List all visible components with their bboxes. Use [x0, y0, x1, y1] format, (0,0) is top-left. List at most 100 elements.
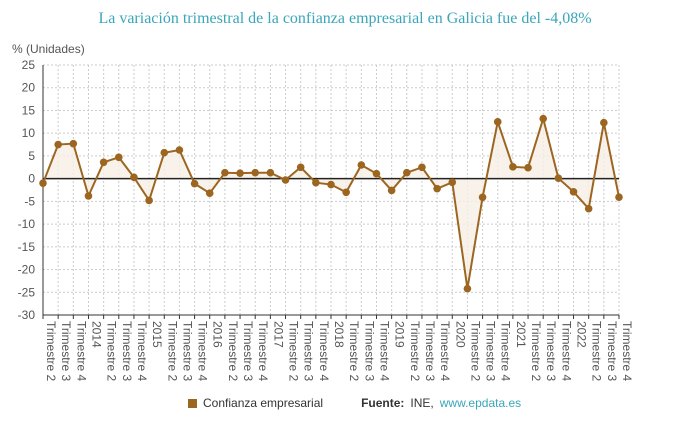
x-tick-label: Trimestre 3: [302, 321, 316, 382]
y-tick-label: 25: [22, 58, 36, 72]
x-tick-label: 2021: [514, 321, 528, 348]
data-point: [160, 148, 169, 157]
x-tick-label: Trimestre 3: [362, 321, 376, 382]
source-link[interactable]: www.epdata.es: [439, 396, 522, 410]
x-tick-label: 2019: [393, 321, 407, 348]
source-label: Fuente:: [361, 396, 405, 410]
y-tick-label: 10: [22, 126, 36, 140]
x-tick-label: Trimestre 4: [438, 321, 452, 382]
data-point: [615, 193, 623, 201]
x-tick-label: Trimestre 3: [484, 321, 498, 382]
x-tick-label: Trimestre 3: [241, 321, 255, 382]
data-point: [554, 174, 563, 182]
data-point: [387, 186, 396, 195]
data-point: [312, 178, 320, 187]
data-point: [205, 189, 214, 197]
x-tick-label: 2016: [211, 321, 225, 348]
data-point: [448, 178, 457, 187]
legend-label[interactable]: Confianza empresarial: [203, 396, 324, 410]
y-tick-label: -25: [18, 285, 36, 299]
source-text: INE,: [410, 396, 434, 410]
y-tick-label: -10: [18, 217, 36, 231]
x-tick-label: Trimestre 2: [347, 321, 361, 382]
x-tick-label: Trimestre 4: [559, 321, 573, 382]
x-tick-label: Trimestre 4: [377, 321, 391, 382]
data-point: [221, 168, 229, 177]
x-tick-label: Trimestre 2: [165, 321, 179, 382]
data-point: [569, 188, 578, 196]
x-tick-label: 2015: [150, 321, 164, 348]
data-point: [524, 163, 532, 172]
data-point: [266, 168, 275, 177]
data-point: [296, 163, 305, 172]
data-point: [327, 180, 335, 189]
series-line: [42, 114, 620, 289]
data-point: [39, 179, 47, 187]
data-point: [114, 153, 123, 162]
legend: Confianza empresarial Fuente: INE, www.e…: [188, 396, 521, 410]
x-tick-label: Trimestre 3: [605, 321, 619, 382]
area-fill: [43, 118, 619, 289]
x-tick-label: 2014: [89, 321, 103, 348]
data-point: [418, 163, 426, 172]
data-point: [539, 114, 548, 123]
x-tick-label: Trimestre 4: [196, 321, 210, 382]
data-point: [54, 140, 62, 149]
data-point: [357, 161, 366, 169]
y-tick-label: -15: [18, 240, 36, 254]
x-tick-label: 2018: [332, 321, 346, 348]
data-point: [478, 193, 487, 202]
y-tick-label: -30: [18, 308, 36, 322]
x-tick-label: Trimestre 3: [423, 321, 437, 382]
x-tick-label: Trimestre 3: [120, 321, 134, 382]
data-point: [145, 196, 153, 205]
x-tick-label: Trimestre 4: [135, 321, 149, 382]
y-tick-label: 5: [28, 149, 35, 163]
x-tick-label: 2020: [453, 321, 467, 348]
y-tick-label: 15: [22, 103, 36, 117]
data-point: [84, 192, 93, 200]
chart-title: La variación trimestral de la confianza …: [98, 10, 592, 27]
data-point: [69, 139, 78, 148]
data-point: [99, 158, 108, 167]
x-tick-label: 2017: [271, 321, 285, 348]
x-tick-label: Trimestre 4: [620, 321, 634, 382]
x-tick-label: Trimestre 3: [180, 321, 194, 382]
data-point: [251, 168, 260, 177]
data-point: [130, 173, 138, 182]
data-point: [402, 168, 411, 177]
x-tick-label: Trimestre 2: [529, 321, 543, 382]
data-point: [281, 176, 290, 184]
data-point: [493, 118, 502, 126]
x-tick-label: Trimestre 4: [256, 321, 270, 382]
x-tick-label: Trimestre 2: [408, 321, 422, 382]
y-tick-label: -5: [24, 194, 35, 208]
data-point: [175, 146, 184, 154]
data-point: [509, 163, 517, 171]
data-point: [600, 118, 608, 127]
x-tick-label: Trimestre 4: [317, 321, 331, 382]
data-point: [584, 204, 593, 213]
data-point: [433, 184, 441, 193]
x-tick-label: Trimestre 2: [590, 321, 604, 382]
x-tick-label: Trimestre 2: [105, 321, 119, 382]
x-tick-label: Trimestre 2: [287, 321, 301, 382]
x-tick-label: Trimestre 2: [44, 321, 58, 382]
x-tick-label: Trimestre 4: [74, 321, 88, 382]
y-tick-label: 20: [22, 81, 36, 95]
data-point: [236, 169, 244, 177]
x-tick-label: Trimestre 4: [499, 321, 513, 382]
x-tick-label: Trimestre 3: [544, 321, 558, 382]
y-axis-label: % (Unidades): [12, 42, 85, 56]
y-tick-label: -20: [18, 263, 36, 277]
data-point: [463, 284, 472, 293]
data-point: [190, 179, 199, 188]
data-point: [372, 169, 381, 178]
x-tick-label: Trimestre 2: [468, 321, 482, 382]
x-tick-label: 2022: [575, 321, 589, 348]
x-tick-label: Trimestre 3: [59, 321, 73, 382]
x-tick-label: Trimestre 2: [226, 321, 240, 382]
y-tick-label: 0: [28, 172, 35, 186]
data-point: [342, 188, 350, 197]
